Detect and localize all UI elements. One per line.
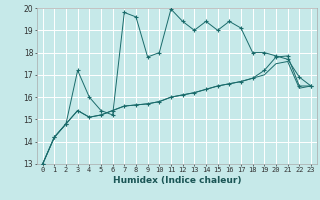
X-axis label: Humidex (Indice chaleur): Humidex (Indice chaleur) [113, 176, 241, 185]
